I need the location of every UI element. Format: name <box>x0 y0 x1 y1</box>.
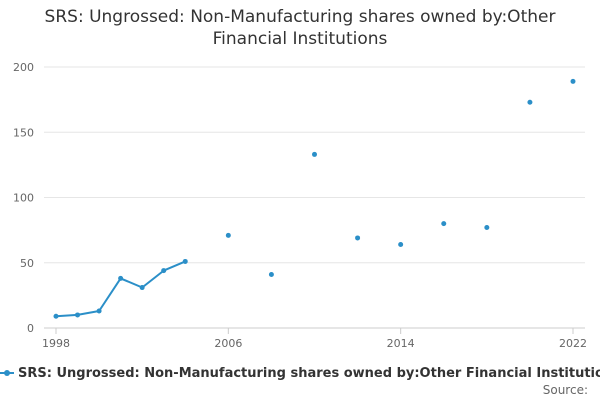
data-point[interactable] <box>312 151 317 157</box>
data-point[interactable] <box>96 308 102 314</box>
source-label: Source: <box>542 383 588 397</box>
y-tick-label: 0 <box>27 322 34 335</box>
data-point[interactable] <box>161 268 167 274</box>
data-point[interactable] <box>398 241 404 247</box>
chart-legend[interactable]: SRS: Ungrossed: Non-Manufacturing shares… <box>0 364 600 382</box>
chart-title: SRS: Ungrossed: Non-Manufacturing shares… <box>0 6 600 50</box>
data-point[interactable] <box>355 235 361 241</box>
data-point[interactable] <box>441 221 447 227</box>
y-tick-label: 150 <box>13 126 34 139</box>
data-point[interactable] <box>53 313 59 319</box>
x-tick-label: 2014 <box>387 337 415 350</box>
data-point[interactable] <box>182 258 188 264</box>
y-tick-label: 100 <box>13 192 34 205</box>
data-point[interactable] <box>118 275 124 281</box>
data-point[interactable] <box>225 232 231 238</box>
y-tick-label: 50 <box>20 257 34 270</box>
x-tick-label: 2022 <box>559 337 587 350</box>
x-tick-label: 2006 <box>214 337 242 350</box>
x-tick-label: 1998 <box>42 337 70 350</box>
data-point[interactable] <box>139 285 145 291</box>
data-point[interactable] <box>527 99 533 105</box>
y-tick-label: 200 <box>13 61 34 74</box>
chart-title-line-1: SRS: Ungrossed: Non-Manufacturing shares… <box>44 7 556 27</box>
data-point[interactable] <box>75 312 81 318</box>
chart-title-line-2: Financial Institutions <box>212 29 388 49</box>
legend-label: SRS: Ungrossed: Non-Manufacturing shares… <box>18 365 600 381</box>
data-point[interactable] <box>484 225 490 231</box>
data-point[interactable] <box>570 78 576 84</box>
data-point[interactable] <box>268 271 274 277</box>
legend-swatch-icon <box>0 366 14 380</box>
